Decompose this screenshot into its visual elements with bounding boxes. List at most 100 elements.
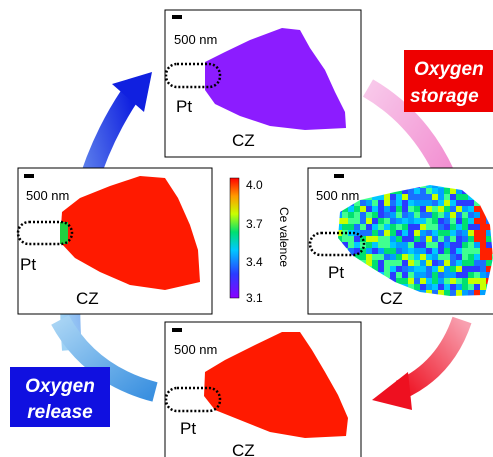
map-pixel bbox=[420, 236, 426, 242]
map-pixel bbox=[444, 212, 450, 218]
map-pixel bbox=[444, 206, 450, 212]
map-pixel bbox=[372, 224, 378, 230]
map-pixel bbox=[354, 218, 360, 224]
colorbar-tick: 3.1 bbox=[246, 291, 263, 305]
map-pixel bbox=[462, 194, 468, 200]
release-label: release bbox=[27, 402, 93, 423]
map-pixel bbox=[408, 236, 414, 242]
map-pixel bbox=[450, 194, 456, 200]
map-pixel bbox=[390, 260, 396, 266]
map-pixel bbox=[420, 242, 426, 248]
map-pixel bbox=[408, 206, 414, 212]
map-pixel bbox=[384, 194, 390, 200]
map-pixel bbox=[408, 266, 414, 272]
map-pixel bbox=[408, 218, 414, 224]
map-pixel bbox=[438, 212, 444, 218]
map-pixel bbox=[462, 224, 468, 230]
map-pixel bbox=[450, 290, 456, 296]
map-pixel bbox=[402, 242, 408, 248]
map-pixel bbox=[420, 200, 426, 206]
map-pixel bbox=[390, 266, 396, 272]
map-pixel bbox=[420, 284, 426, 290]
map-pixel bbox=[444, 194, 450, 200]
map-pixel bbox=[456, 278, 462, 284]
map-pixel bbox=[438, 218, 444, 224]
map-pixel bbox=[468, 218, 474, 224]
map-pixel bbox=[396, 248, 402, 254]
map-pixel bbox=[378, 248, 384, 254]
map-pixel bbox=[414, 278, 420, 284]
map-pixel bbox=[420, 260, 426, 266]
map-pixel bbox=[342, 218, 348, 224]
map-pixel bbox=[426, 188, 432, 194]
map-pixel bbox=[474, 278, 480, 284]
map-pixel bbox=[414, 266, 420, 272]
map-pixel bbox=[372, 212, 378, 218]
map-pixel bbox=[432, 236, 438, 242]
map-pixel bbox=[438, 254, 444, 260]
map-pixel bbox=[450, 230, 456, 236]
map-pixel bbox=[390, 236, 396, 242]
map-pixel bbox=[426, 206, 432, 212]
map-pixel bbox=[450, 266, 456, 272]
map-pixel bbox=[408, 254, 414, 260]
map-pixel bbox=[468, 200, 474, 206]
map-pixel bbox=[474, 206, 480, 212]
map-pixel bbox=[456, 194, 462, 200]
map-pixel bbox=[366, 242, 372, 248]
pt-label: Pt bbox=[180, 419, 196, 438]
map-pixel bbox=[366, 224, 372, 230]
map-pixel bbox=[462, 248, 468, 254]
map-pixel bbox=[444, 272, 450, 278]
map-pixel bbox=[444, 242, 450, 248]
map-pixel bbox=[372, 218, 378, 224]
map-pixel bbox=[390, 242, 396, 248]
map-pixel bbox=[456, 272, 462, 278]
map-pixel bbox=[396, 206, 402, 212]
map-pixel bbox=[438, 266, 444, 272]
map-pixel bbox=[384, 224, 390, 230]
map-pixel bbox=[414, 212, 420, 218]
map-pixel bbox=[414, 254, 420, 260]
map-pixel bbox=[390, 224, 396, 230]
map-pixel bbox=[414, 194, 420, 200]
map-pixel bbox=[468, 272, 474, 278]
map-pixel bbox=[480, 266, 486, 272]
map-pixel bbox=[414, 242, 420, 248]
map-pixel bbox=[462, 206, 468, 212]
scale-bar bbox=[172, 15, 182, 19]
cz-label: CZ bbox=[232, 441, 255, 457]
map-pixel bbox=[390, 212, 396, 218]
map-pixel bbox=[426, 194, 432, 200]
map-pixel bbox=[390, 194, 396, 200]
map-pixel bbox=[390, 254, 396, 260]
map-pixel bbox=[474, 248, 480, 254]
map-pixel bbox=[480, 254, 486, 260]
map-pixel bbox=[420, 224, 426, 230]
map-pixel bbox=[384, 242, 390, 248]
map-pixel bbox=[432, 242, 438, 248]
map-pixel bbox=[432, 224, 438, 230]
map-pixel bbox=[480, 278, 486, 284]
map-pixel bbox=[390, 230, 396, 236]
map-pixel bbox=[390, 218, 396, 224]
map-pixel bbox=[402, 224, 408, 230]
map-pixel bbox=[450, 242, 456, 248]
map-pixel bbox=[456, 236, 462, 242]
map-pixel bbox=[366, 206, 372, 212]
release-label: Oxygen bbox=[25, 376, 95, 397]
map-pixel bbox=[456, 254, 462, 260]
map-pixel bbox=[426, 284, 432, 290]
map-pixel bbox=[348, 236, 354, 242]
map-pixel bbox=[384, 254, 390, 260]
map-pixel bbox=[360, 200, 366, 206]
map-pixel bbox=[456, 242, 462, 248]
map-pixel bbox=[372, 206, 378, 212]
map-pixel bbox=[444, 248, 450, 254]
map-pixel bbox=[468, 254, 474, 260]
map-pixel bbox=[426, 218, 432, 224]
map-pixel bbox=[438, 224, 444, 230]
map-pixel bbox=[480, 242, 486, 248]
map-pixel bbox=[438, 194, 444, 200]
map-pixel bbox=[420, 218, 426, 224]
